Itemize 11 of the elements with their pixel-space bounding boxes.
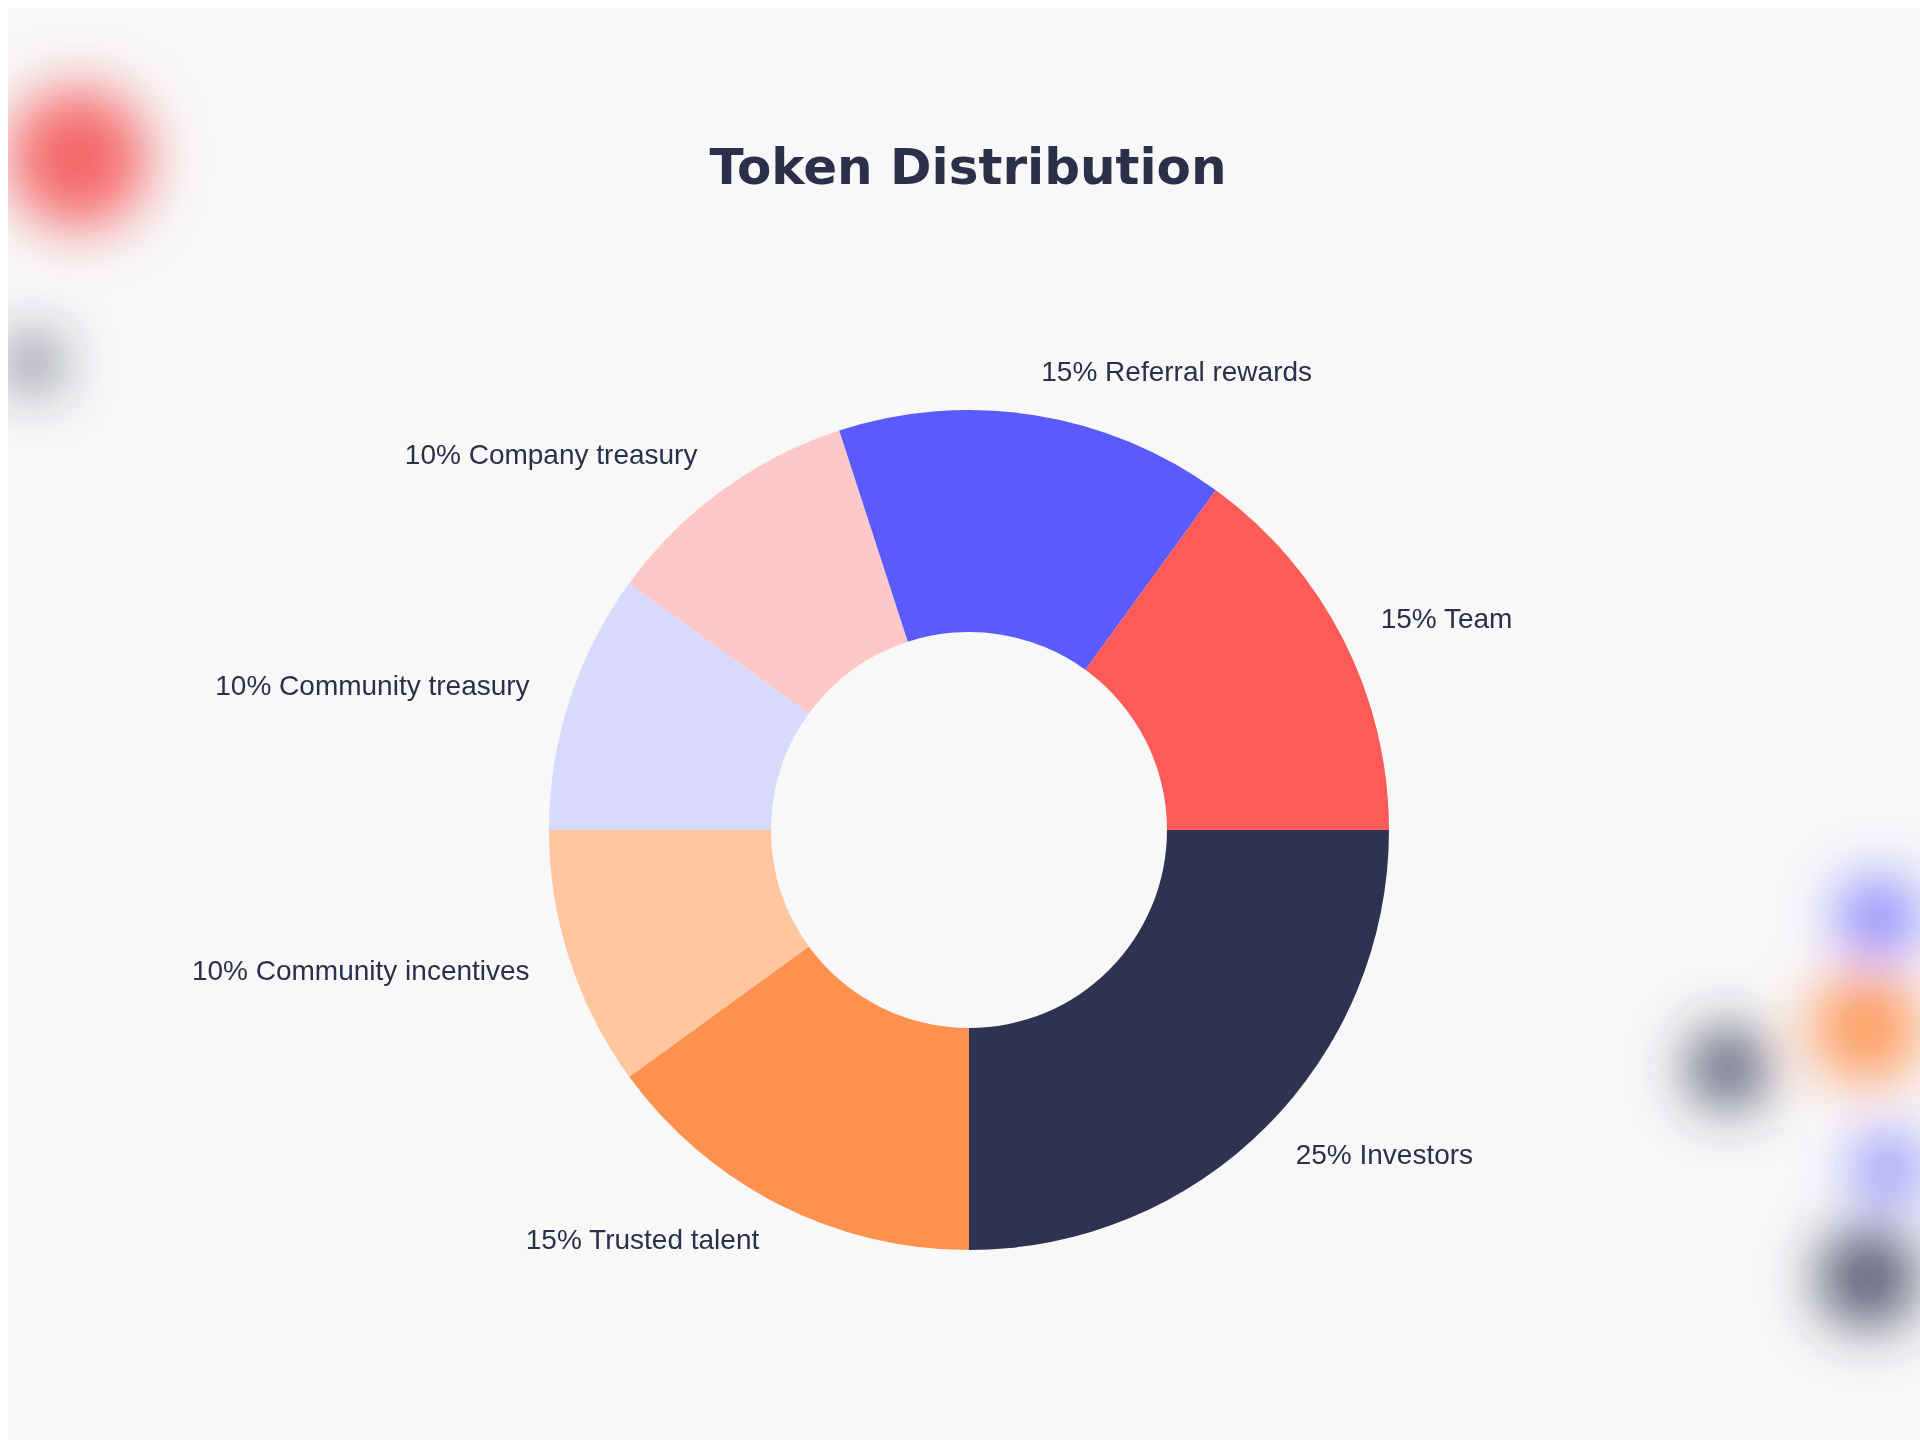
slice-label: 15% Trusted talent — [525, 1224, 760, 1256]
slice-label: 15% Referral rewards — [1041, 356, 1313, 388]
slice-label: 10% Community incentives — [191, 955, 530, 987]
donut-slice — [839, 410, 1216, 670]
slice-label: 15% Team — [1380, 602, 1513, 634]
donut-slice — [549, 583, 809, 830]
slice-label: 25% Investors — [1295, 1139, 1474, 1171]
donut-slice — [549, 830, 809, 1077]
slice-label: 10% Company treasury — [404, 438, 698, 470]
chart-title: Token Distribution — [709, 138, 1227, 196]
slice-label: 10% Community treasury — [215, 669, 530, 701]
